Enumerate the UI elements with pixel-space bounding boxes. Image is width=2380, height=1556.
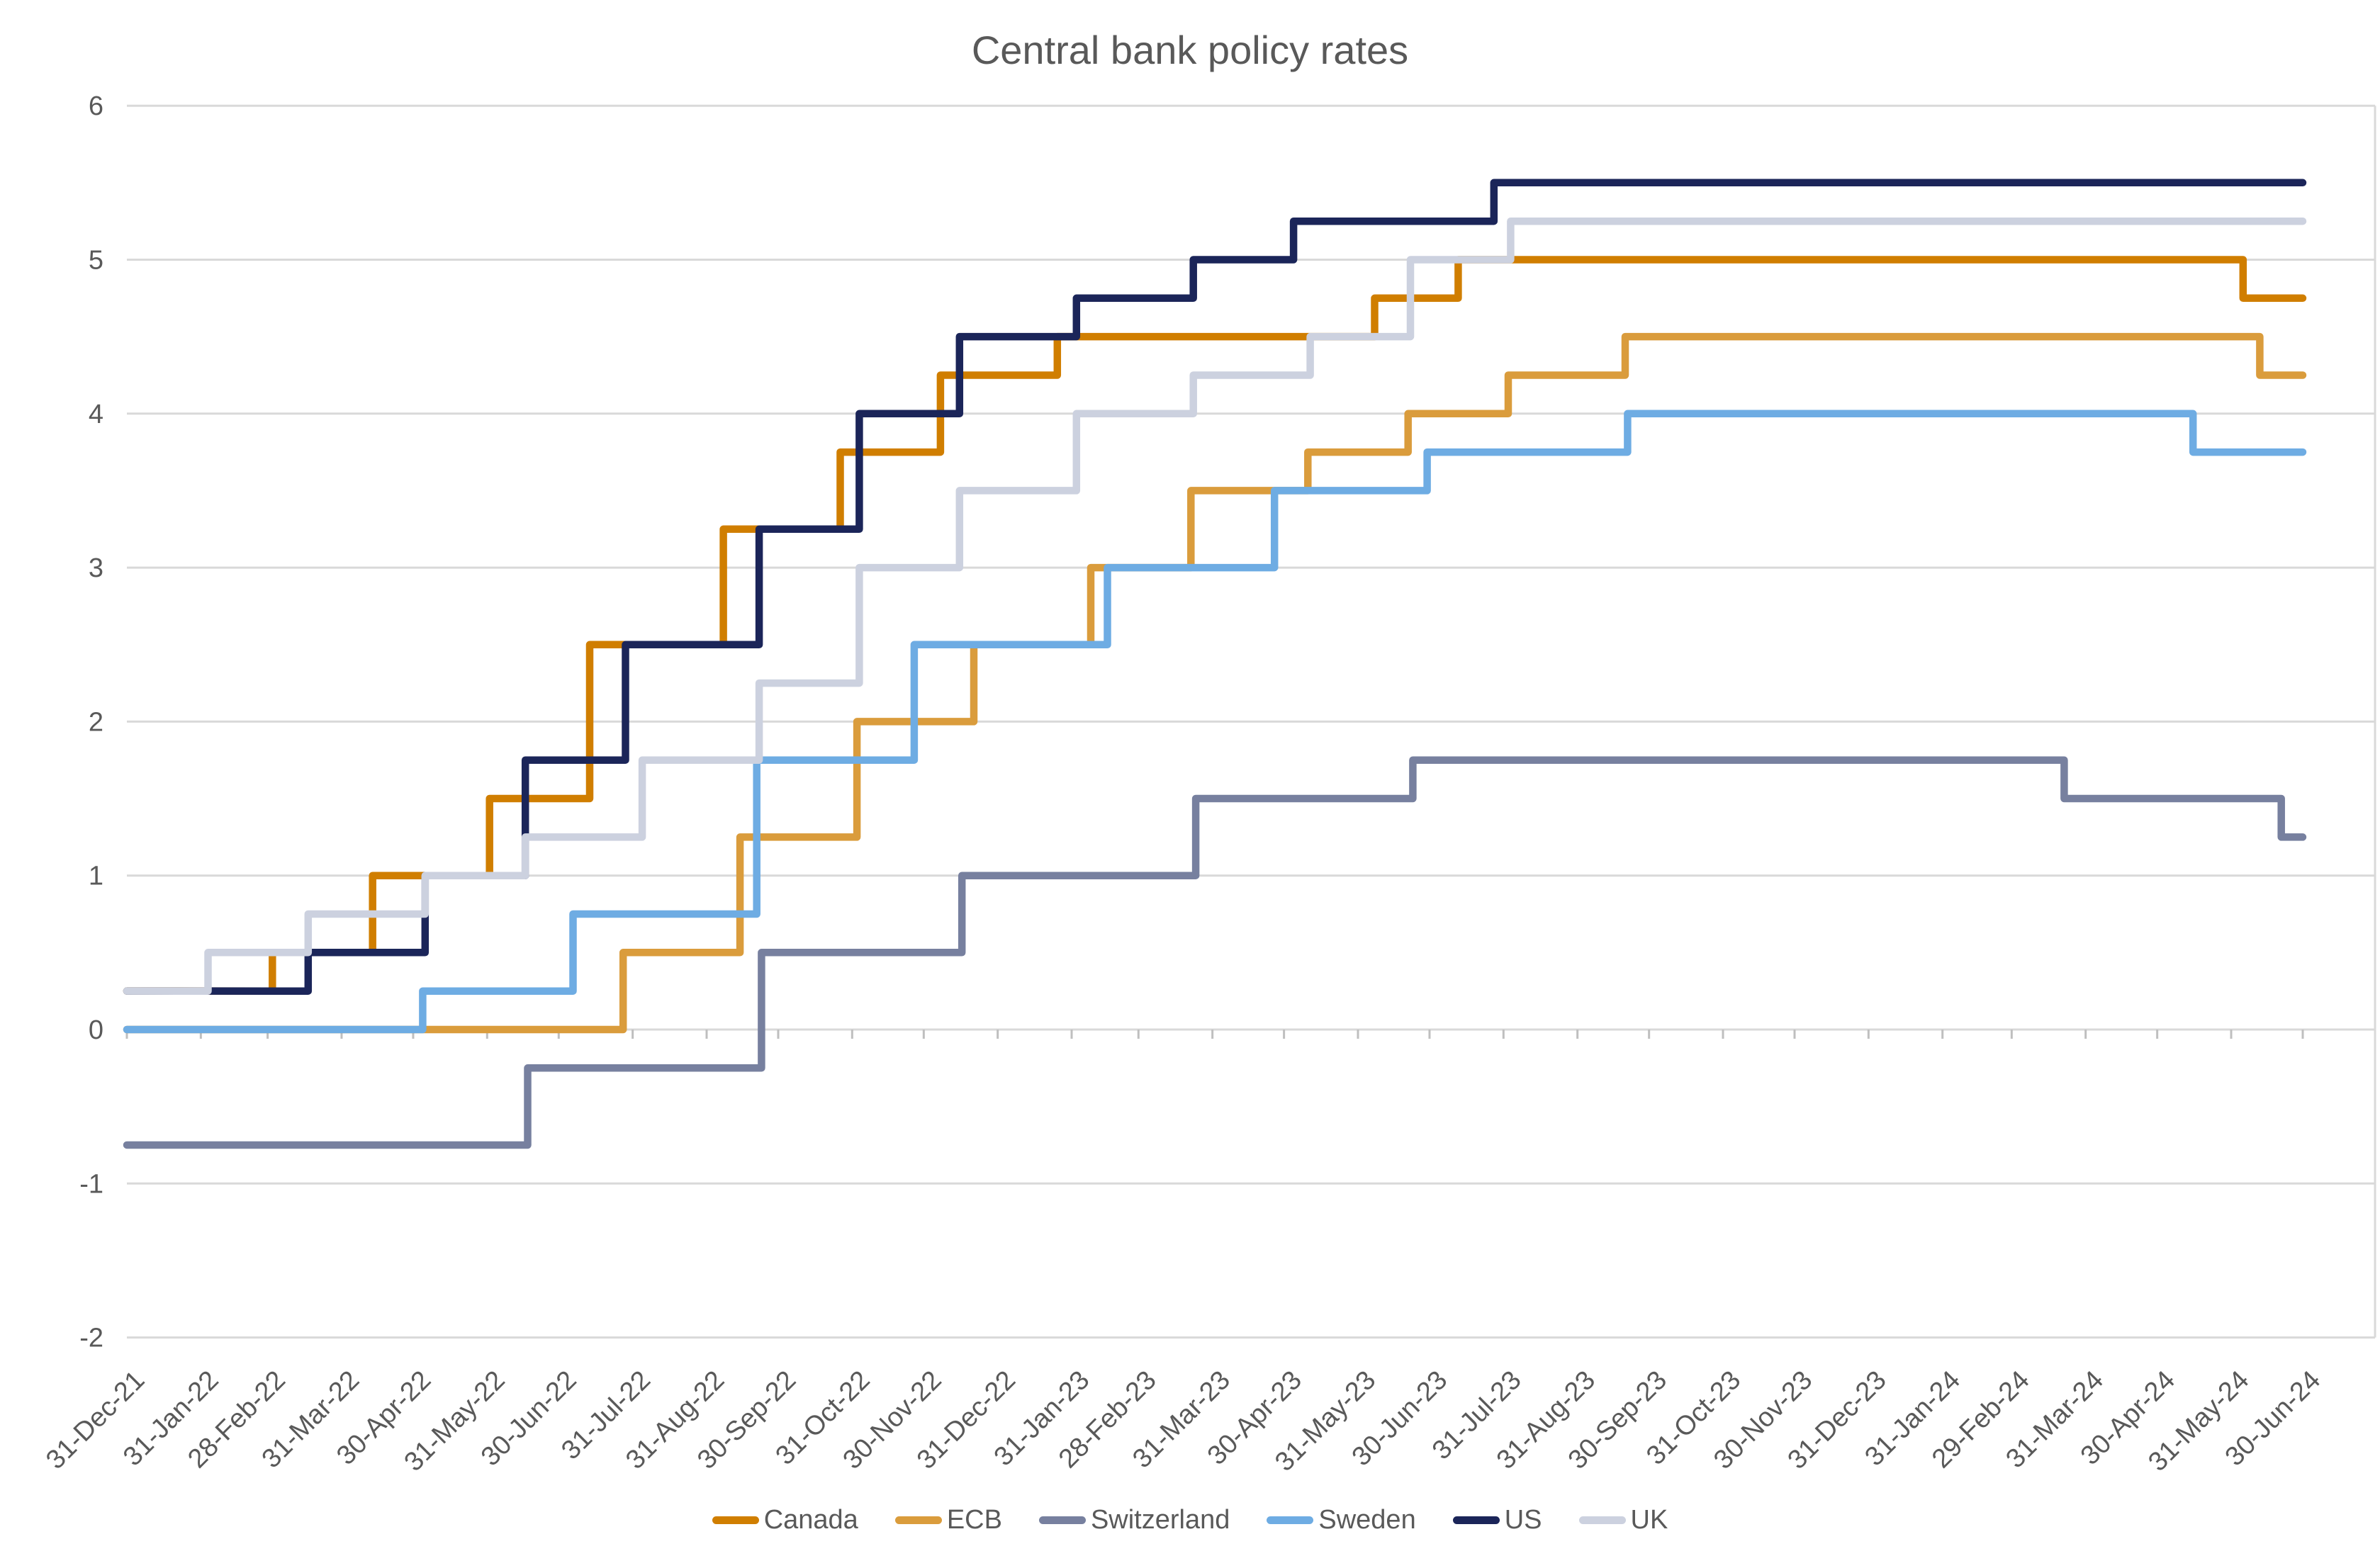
legend-label: UK bbox=[1630, 1505, 1668, 1535]
y-tick-label: 1 bbox=[89, 862, 103, 891]
legend-label: Switzerland bbox=[1090, 1505, 1230, 1535]
legend-label: Sweden bbox=[1318, 1505, 1416, 1535]
legend-item-us: US bbox=[1452, 1505, 1542, 1535]
y-tick-label: 3 bbox=[89, 553, 103, 583]
legend-item-canada: Canada bbox=[712, 1505, 858, 1535]
y-tick-label: -2 bbox=[79, 1324, 103, 1353]
legend-swatch-us bbox=[1452, 1516, 1500, 1524]
legend-swatch-switzerland bbox=[1038, 1516, 1086, 1524]
legend-item-ecb: ECB bbox=[894, 1505, 1002, 1535]
legend-swatch-canada bbox=[712, 1516, 759, 1524]
chart-title: Central bank policy rates bbox=[971, 28, 1409, 72]
series-line-sweden bbox=[123, 410, 2307, 1034]
legend-label: Canada bbox=[763, 1505, 858, 1535]
legend-item-sweden: Sweden bbox=[1267, 1505, 1416, 1535]
legend-label: US bbox=[1504, 1505, 1542, 1535]
legend-swatch-uk bbox=[1578, 1516, 1626, 1524]
y-tick-label: 2 bbox=[89, 707, 103, 737]
legend: Canada ECB Switzerland Sweden US UK bbox=[0, 1505, 2380, 1535]
legend-item-uk: UK bbox=[1578, 1505, 1668, 1535]
legend-swatch-ecb bbox=[894, 1516, 942, 1524]
series-line-canada bbox=[123, 256, 2307, 995]
y-tick-label: 0 bbox=[89, 1015, 103, 1045]
series-line-switzerland bbox=[123, 756, 2307, 1149]
legend-item-switzerland: Switzerland bbox=[1038, 1505, 1230, 1535]
legend-swatch-sweden bbox=[1267, 1516, 1314, 1524]
y-tick-label: 4 bbox=[89, 400, 103, 429]
series-line-ecb bbox=[123, 332, 2307, 1034]
legend-label: ECB bbox=[946, 1505, 1002, 1535]
y-tick-label: 6 bbox=[89, 91, 103, 121]
series-line-us bbox=[123, 179, 2307, 995]
y-tick-label: -1 bbox=[79, 1169, 103, 1199]
series-line-uk bbox=[123, 217, 2307, 995]
y-tick-label: 5 bbox=[89, 246, 103, 276]
